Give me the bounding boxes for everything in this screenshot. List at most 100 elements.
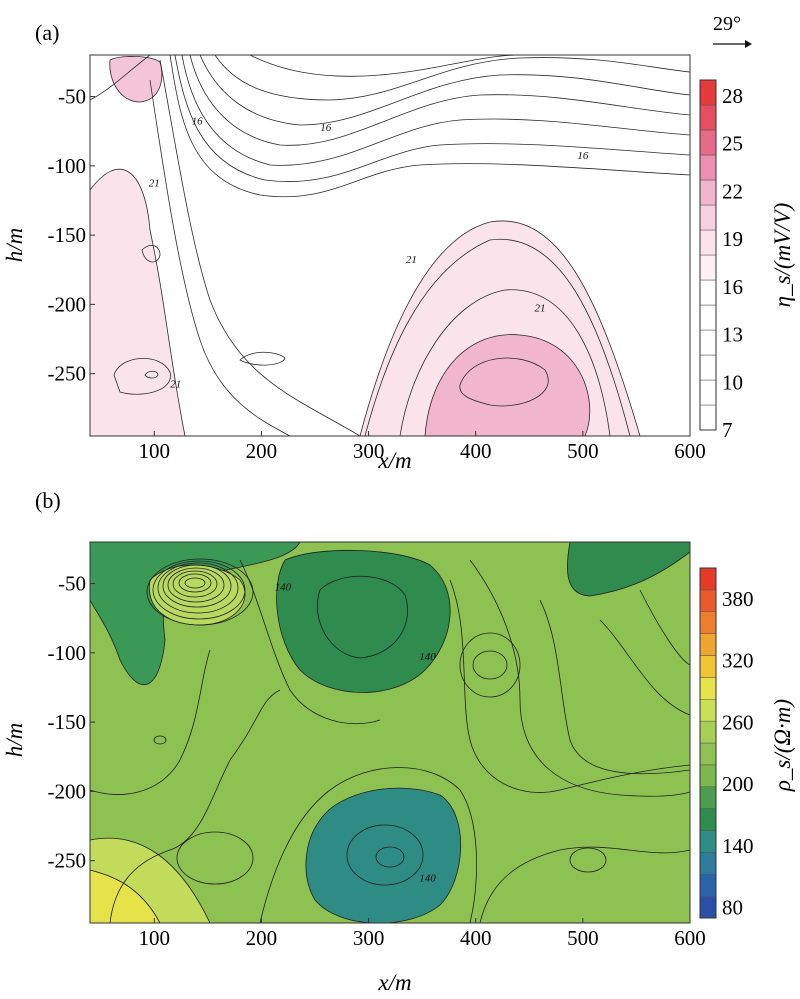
panel-a-x-ticks: 100 200 300 400 500 600 <box>139 431 706 463</box>
panel-b-label: (b) <box>35 488 61 513</box>
colorbar-segment <box>699 699 717 722</box>
y-tick-label: -250 <box>48 849 87 873</box>
contour-value-label: 16 <box>320 122 332 134</box>
colorbar-segment <box>699 279 717 306</box>
panel-b-plot-frame <box>89 541 691 924</box>
colorbar-segment <box>699 154 717 181</box>
panel-a-contour-field <box>90 55 690 436</box>
x-tick-label: 100 <box>139 926 171 950</box>
panel-b-region-top-left-low <box>90 542 301 685</box>
x-tick-label: 500 <box>567 439 599 463</box>
y-tick-label: -50 <box>58 85 86 109</box>
panel-a-region-top-high <box>109 56 163 103</box>
colorbar-tick-label: 380 <box>722 587 754 611</box>
colorbar-segment <box>699 655 717 678</box>
colorbar-segment <box>699 79 717 106</box>
colorbar-segment <box>699 129 717 156</box>
colorbar-segment <box>699 329 717 356</box>
colorbar-tick-label: 10 <box>722 370 743 394</box>
colorbar-segment <box>699 104 717 131</box>
y-tick-label: -150 <box>48 223 87 247</box>
contour-value-label: 21 <box>406 254 417 266</box>
colorbar-segment <box>699 354 717 381</box>
contour-value-label: 21 <box>535 302 546 314</box>
x-tick-label: 600 <box>674 439 706 463</box>
panel-a-plot-frame <box>89 54 691 437</box>
x-tick-label: 300 <box>353 926 385 950</box>
panel-b-contour-field <box>90 542 690 923</box>
panel-b-y-axis-title: h/m <box>2 723 27 758</box>
colorbar-segment <box>699 611 717 634</box>
panel-a-contour-lines <box>90 55 690 436</box>
y-tick-label: -100 <box>48 154 87 178</box>
x-tick-label: 100 <box>139 439 171 463</box>
y-tick-label: -250 <box>48 362 87 386</box>
colorbar-segment <box>699 379 717 406</box>
colorbar-segment <box>699 229 717 256</box>
panel-b-colorbar <box>699 567 717 919</box>
panel-a-y-axis-title: h/m <box>2 228 27 263</box>
panel-b-contour-lines <box>90 558 690 923</box>
colorbar-frame <box>699 567 717 919</box>
panel-b-region-bottom-low <box>305 787 462 923</box>
colorbar-tick-label: 16 <box>722 275 743 299</box>
panel-b-region-top-middle-low <box>276 549 451 693</box>
x-tick-label: 200 <box>246 926 278 950</box>
panel-a-region-left-band <box>90 168 186 436</box>
colorbar-segment <box>699 179 717 206</box>
panel-a-colorbar <box>699 79 717 431</box>
panel-b-contour-labels: 140 140 140 <box>275 581 437 884</box>
colorbar-segment <box>699 764 717 787</box>
colorbar-segment <box>699 204 717 231</box>
panel-a-contour-labels: 16 16 16 21 21 21 21 <box>149 115 589 390</box>
y-tick-label: -200 <box>48 292 87 316</box>
colorbar-tick-label: 7 <box>722 418 733 442</box>
colorbar-segment <box>699 720 717 744</box>
panel-b-x-ticks: 100 200 300 400 500 600 <box>139 918 706 950</box>
x-tick-label: 400 <box>460 926 492 950</box>
colorbar-segment <box>699 304 717 331</box>
colorbar-tick-label: 28 <box>722 84 743 108</box>
direction-label: 29° <box>713 13 741 35</box>
panel-a-x-axis-title: x/m <box>377 448 411 473</box>
colorbar-segment <box>699 254 717 281</box>
colorbar-tick-label: 140 <box>722 834 754 858</box>
colorbar-tick-label: 25 <box>722 132 743 156</box>
y-tick-label: -50 <box>58 572 86 596</box>
panel-a-region-right-high <box>424 334 591 436</box>
panel-a: (a) 29° <box>2 13 795 473</box>
contour-value-label: 140 <box>419 651 436 663</box>
colorbar-tick-label: 200 <box>722 772 754 796</box>
colorbar-segment <box>699 404 717 431</box>
panel-a-colorbar-ticks: 7 10 13 16 19 22 25 28 <box>722 84 743 442</box>
colorbar-segment <box>699 567 717 591</box>
x-tick-label: 400 <box>460 439 492 463</box>
direction-arrow-head <box>745 40 752 48</box>
colorbar-segment <box>699 830 717 853</box>
panel-b-colorbar-title: ρ_s/(Ω·m) <box>770 699 795 792</box>
y-tick-label: -150 <box>48 710 87 734</box>
colorbar-segment <box>699 808 717 831</box>
colorbar-segment <box>699 786 717 809</box>
panel-b-y-ticks: -50 -100 -150 -200 -250 <box>48 572 95 873</box>
contour-value-label: 16 <box>192 115 204 127</box>
y-tick-label: -200 <box>48 779 87 803</box>
contour-value-label: 21 <box>170 379 181 391</box>
colorbar-tick-label: 260 <box>722 710 754 734</box>
panel-a-y-ticks: -50 -100 -150 -200 -250 <box>48 85 95 386</box>
colorbar-tick-label: 22 <box>722 179 743 203</box>
colorbar-tick-label: 320 <box>722 649 754 673</box>
contour-value-label: 140 <box>419 872 436 884</box>
colorbar-segment <box>699 874 717 897</box>
colorbar-segment <box>699 852 717 875</box>
x-tick-label: 200 <box>246 439 278 463</box>
colorbar-tick-label: 13 <box>722 323 743 347</box>
colorbar-frame <box>699 79 717 431</box>
panel-a-colorbar-title: η_s/(mV/V) <box>770 203 795 308</box>
y-tick-label: -100 <box>48 641 87 665</box>
colorbar-tick-label: 80 <box>722 896 743 920</box>
panel-b: (b) <box>2 488 795 995</box>
contour-value-label: 21 <box>149 178 160 190</box>
x-tick-label: 600 <box>674 926 706 950</box>
x-tick-label: 500 <box>567 926 599 950</box>
